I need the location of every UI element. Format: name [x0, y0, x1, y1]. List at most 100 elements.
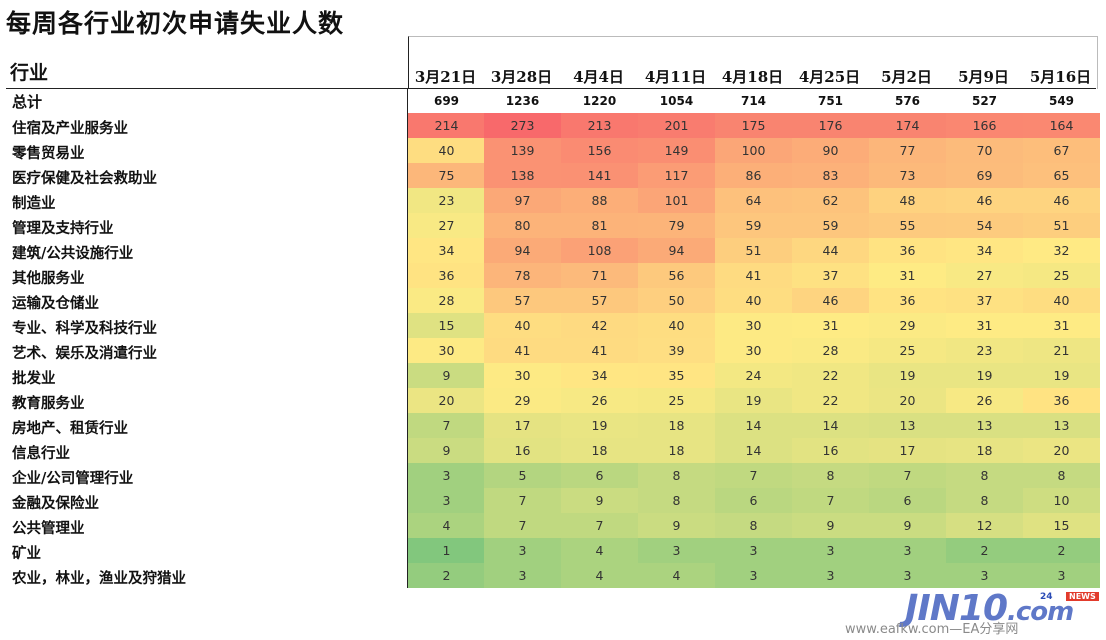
heat-cell: 26 [946, 388, 1023, 413]
heat-cell: 37 [946, 288, 1023, 313]
heat-cell: 50 [638, 288, 715, 313]
heat-cell: 26 [561, 388, 638, 413]
column-header: 4月11日 [644, 68, 707, 86]
heat-cell: 7 [792, 488, 869, 513]
heat-cell: 7 [408, 413, 485, 438]
heat-cell: 12 [946, 513, 1023, 538]
heat-cell: 15 [1023, 513, 1100, 538]
heat-cell: 19 [869, 363, 946, 388]
heat-cell: 90 [792, 138, 869, 163]
heat-cell: 18 [638, 413, 715, 438]
heat-cell: 3 [715, 538, 792, 563]
heat-cell: 176 [792, 113, 869, 138]
row-label: 房地产、租赁行业 [12, 420, 128, 437]
heat-cell: 62 [792, 188, 869, 213]
heat-cell: 3 [1023, 563, 1100, 588]
heat-cell: 13 [869, 413, 946, 438]
heat-cell: 42 [561, 313, 638, 338]
heat-cell: 138 [484, 163, 561, 188]
heat-cell: 23 [946, 338, 1023, 363]
heat-cell: 3 [946, 563, 1023, 588]
heat-cell: 48 [869, 188, 946, 213]
row-label: 制造业 [12, 195, 56, 212]
heat-cell: 15 [408, 313, 485, 338]
heat-cell: 18 [946, 438, 1023, 463]
heat-cell: 79 [638, 213, 715, 238]
heat-cell: 31 [792, 313, 869, 338]
heat-cell: 41 [561, 338, 638, 363]
heat-cell: 4 [561, 538, 638, 563]
heat-cell: 8 [715, 513, 792, 538]
heat-cell: 2 [408, 563, 485, 588]
heat-cell: 5 [484, 463, 561, 488]
heat-cell: 88 [561, 188, 638, 213]
heat-cell: 1 [408, 538, 485, 563]
heat-cell: 30 [715, 338, 792, 363]
heat-cell: 3 [408, 488, 485, 513]
heat-cell: 16 [484, 438, 561, 463]
heat-cell: 25 [1023, 263, 1100, 288]
heat-cell: 213 [561, 113, 638, 138]
header-divider [6, 88, 1096, 89]
heat-cell: 37 [792, 263, 869, 288]
heat-cell: 21 [1023, 338, 1100, 363]
heat-cell: 7 [484, 488, 561, 513]
heat-cell: 8 [946, 488, 1023, 513]
heat-cell: 20 [408, 388, 485, 413]
heat-cell: 29 [484, 388, 561, 413]
heat-cell: 18 [561, 438, 638, 463]
row-label: 零售贸易业 [12, 145, 85, 162]
heat-cell: 17 [484, 413, 561, 438]
heat-cell: 41 [484, 338, 561, 363]
heat-cell: 59 [715, 213, 792, 238]
heat-cell: 8 [638, 488, 715, 513]
heat-cell: 40 [1023, 288, 1100, 313]
row-label: 运输及仓储业 [12, 295, 99, 312]
heat-cell: 70 [946, 138, 1023, 163]
row-label: 管理及支持行业 [12, 220, 114, 237]
heat-cell: 39 [638, 338, 715, 363]
heat-cell: 94 [484, 238, 561, 263]
heat-cell: 7 [484, 513, 561, 538]
heat-cell: 18 [638, 438, 715, 463]
heat-cell: 100 [715, 138, 792, 163]
watermark-url: www.eafkw.com—EA分享网 [845, 622, 1019, 637]
column-header: 5月2日 [881, 68, 932, 86]
heat-cell: 30 [715, 313, 792, 338]
heat-cell: 17 [869, 438, 946, 463]
heat-cell: 77 [869, 138, 946, 163]
heat-cell: 6 [869, 488, 946, 513]
heat-cell: 36 [869, 238, 946, 263]
heat-cell: 3 [484, 563, 561, 588]
heat-cell: 2 [946, 538, 1023, 563]
heat-cell: 19 [1023, 363, 1100, 388]
heat-cell: 28 [408, 288, 485, 313]
heat-cell: 14 [792, 413, 869, 438]
column-header: 4月4日 [573, 68, 624, 86]
watermark-logo: JIN10.com [905, 588, 1074, 629]
total-value: 1220 [582, 94, 617, 108]
heat-cell: 14 [715, 413, 792, 438]
heat-cell: 71 [561, 263, 638, 288]
heat-cell: 67 [1023, 138, 1100, 163]
heat-cell: 41 [715, 263, 792, 288]
heat-cell: 14 [715, 438, 792, 463]
heat-cell: 10 [1023, 488, 1100, 513]
heat-cell: 3 [869, 538, 946, 563]
heat-cell: 27 [946, 263, 1023, 288]
heat-cell: 46 [946, 188, 1023, 213]
heat-cell: 2 [1023, 538, 1100, 563]
heat-cell: 65 [1023, 163, 1100, 188]
heat-cell: 31 [869, 263, 946, 288]
heat-cell: 36 [1023, 388, 1100, 413]
heat-cell: 9 [792, 513, 869, 538]
heat-cell: 64 [715, 188, 792, 213]
heat-cell: 7 [715, 463, 792, 488]
heat-cell: 6 [715, 488, 792, 513]
heat-cell: 156 [561, 138, 638, 163]
heat-cell: 34 [946, 238, 1023, 263]
heat-cell: 149 [638, 138, 715, 163]
heat-cell: 22 [792, 363, 869, 388]
row-label: 医疗保健及社会救助业 [12, 170, 157, 187]
heat-cell: 31 [1023, 313, 1100, 338]
